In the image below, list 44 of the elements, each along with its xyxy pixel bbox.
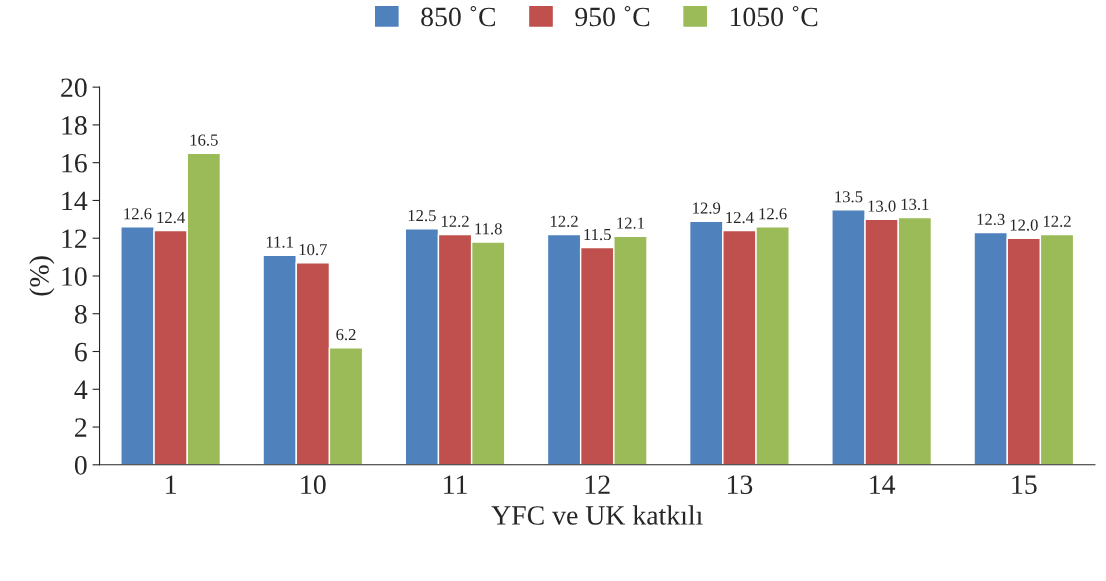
legend-label: 950 ˚C	[575, 5, 650, 27]
x-tick-label: 14	[870, 475, 896, 494]
y-tick-label: 6	[75, 342, 87, 362]
data-label: 12.2	[441, 215, 469, 227]
data-label: 12.9	[693, 202, 721, 214]
legend-label: 1050 ˚C	[730, 5, 818, 27]
y-tick-label: 18	[62, 116, 87, 135]
data-label: 12.6	[759, 208, 787, 220]
y-tick-label: 8	[74, 304, 87, 324]
data-label: 12.5	[408, 210, 436, 222]
data-label: 12.1	[617, 217, 644, 229]
data-label: 16.5	[190, 134, 218, 146]
data-label: 12.4	[157, 211, 185, 224]
x-tick-label: 11	[444, 475, 467, 494]
x-tick-label: 12	[585, 475, 610, 494]
y-tick-label: 2	[75, 418, 87, 437]
x-axis-title: YFC ve UK katkılı	[491, 505, 703, 525]
y-tick-label: 12	[62, 229, 87, 248]
y-axis-title: (%)	[29, 256, 55, 296]
y-tick-label: 20	[61, 78, 87, 98]
data-label: 11.5	[584, 228, 611, 241]
x-tick-label: 13	[727, 475, 753, 495]
data-label: 13.5	[835, 191, 863, 203]
x-tick-label: 10	[301, 475, 326, 495]
x-tick-label: 15	[1012, 475, 1037, 495]
data-label: 11.1	[266, 236, 293, 248]
data-label: 6.2	[336, 328, 356, 341]
data-label: 12.3	[977, 213, 1005, 226]
y-tick-label: 4	[74, 380, 88, 399]
legend-label: 850 ˚C	[421, 5, 496, 27]
y-tick-label: 14	[62, 191, 88, 211]
y-tick-label: 10	[62, 267, 87, 286]
data-label: 12.2	[1043, 215, 1071, 227]
data-label: 13.1	[901, 198, 929, 210]
y-tick-label: 16	[62, 153, 87, 173]
data-label: 11.8	[475, 223, 502, 235]
data-label: 12.6	[124, 208, 152, 220]
data-label: 10.7	[299, 243, 327, 256]
data-label: 12.0	[1010, 219, 1038, 231]
data-label: 12.2	[550, 215, 578, 227]
x-tick-label: 1	[166, 475, 176, 494]
data-label: 13.0	[868, 200, 896, 212]
data-label: 12.4	[726, 211, 754, 224]
y-tick-label: 0	[74, 455, 87, 475]
